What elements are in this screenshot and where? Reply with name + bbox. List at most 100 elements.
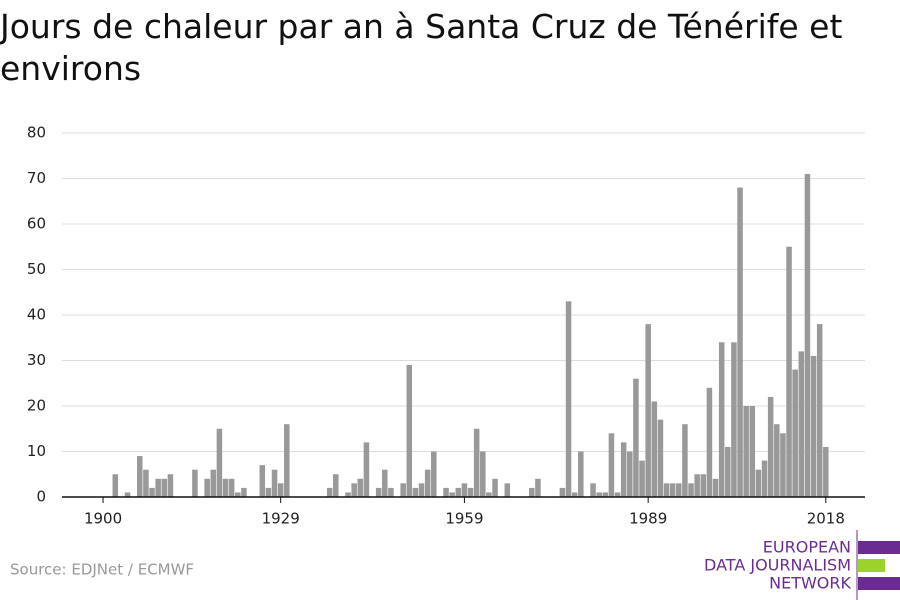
bar: [565, 301, 572, 497]
bar: [731, 342, 737, 497]
bar: [143, 469, 149, 497]
bar: [112, 474, 119, 497]
logo-text: EUROPEAN: [763, 538, 851, 557]
bar: [786, 246, 792, 497]
x-tick-label: 1989: [629, 510, 667, 528]
y-tick-label: 10: [27, 442, 46, 460]
y-tick-label: 60: [27, 215, 46, 233]
bar: [388, 487, 394, 497]
bar: [210, 469, 217, 497]
bar: [375, 487, 382, 497]
bar: [473, 428, 480, 497]
bar: [559, 487, 566, 497]
bar: [345, 492, 351, 497]
logo-bar: [858, 559, 885, 572]
bar: [816, 324, 823, 497]
bar: [418, 483, 425, 497]
bar: [431, 451, 437, 497]
bar: [761, 460, 768, 497]
bar: [137, 456, 143, 497]
bar: [351, 483, 357, 497]
bar: [265, 487, 272, 497]
bar: [755, 469, 762, 497]
bar: [277, 483, 284, 497]
y-tick-label: 40: [27, 306, 46, 324]
bar: [406, 365, 413, 497]
bar: [161, 478, 168, 497]
bar: [155, 478, 161, 497]
bar: [614, 492, 621, 497]
bar: [780, 433, 786, 497]
bar: [657, 419, 664, 497]
bar: [357, 478, 364, 497]
bar: [676, 483, 682, 497]
bar: [774, 424, 780, 497]
x-tick-label: 2018: [807, 510, 845, 528]
bar: [571, 492, 578, 497]
source: Source: EDJNet / ECMWF: [10, 561, 194, 579]
y-tick-label: 0: [36, 488, 46, 506]
y-tick-label: 30: [27, 351, 46, 369]
bar: [216, 428, 223, 497]
bar: [725, 446, 731, 497]
x-tick-label: 1929: [262, 510, 300, 528]
logo-text: NETWORK: [769, 574, 851, 593]
bar: [167, 474, 174, 497]
y-tick-label: 80: [27, 124, 46, 142]
x-tick-label: 1900: [84, 510, 122, 528]
bar: [620, 442, 627, 497]
bar: [682, 424, 688, 497]
bar: [467, 487, 474, 497]
bar: [792, 369, 798, 497]
bar: [235, 492, 241, 497]
bar: [535, 478, 541, 497]
y-tick-label: 50: [27, 260, 46, 278]
bar: [608, 433, 615, 497]
logo-bar: [858, 577, 900, 590]
bar: [222, 478, 229, 497]
bar: [737, 187, 743, 497]
bar: [602, 492, 609, 497]
bar: [590, 483, 596, 497]
bar: [424, 469, 431, 497]
bar: [492, 478, 498, 497]
bar: [241, 487, 247, 497]
bar: [363, 442, 370, 497]
y-tick-label: 70: [27, 169, 46, 187]
bar: [718, 342, 725, 497]
bar: [504, 483, 511, 497]
bar: [706, 387, 713, 497]
bar: [412, 487, 419, 497]
bar: [663, 483, 670, 497]
bar: [823, 446, 829, 497]
logo-bar: [858, 541, 900, 554]
bar: [767, 396, 774, 497]
bar: [333, 474, 339, 497]
bar: [461, 483, 468, 497]
y-tick-label: 20: [27, 397, 46, 415]
bar: [700, 474, 707, 497]
bar: [382, 469, 388, 497]
bar: [284, 424, 290, 497]
bar: [204, 478, 210, 497]
bar: [529, 487, 535, 497]
bar: [627, 451, 633, 497]
bar: [124, 492, 131, 497]
bar: [271, 469, 278, 497]
bar: [578, 451, 584, 497]
bar: [749, 406, 756, 497]
bar: [596, 492, 602, 497]
bar: [651, 401, 658, 497]
bar: [326, 487, 333, 497]
bar: [228, 478, 235, 497]
bar: [645, 324, 651, 497]
chart-title: Jours de chaleur par an à Santa Cruz de …: [0, 7, 843, 88]
bar: [712, 478, 719, 497]
bar: [633, 378, 639, 497]
bar: [192, 469, 198, 497]
bar: [688, 483, 694, 497]
bar: [743, 406, 749, 497]
bar: [798, 351, 805, 497]
